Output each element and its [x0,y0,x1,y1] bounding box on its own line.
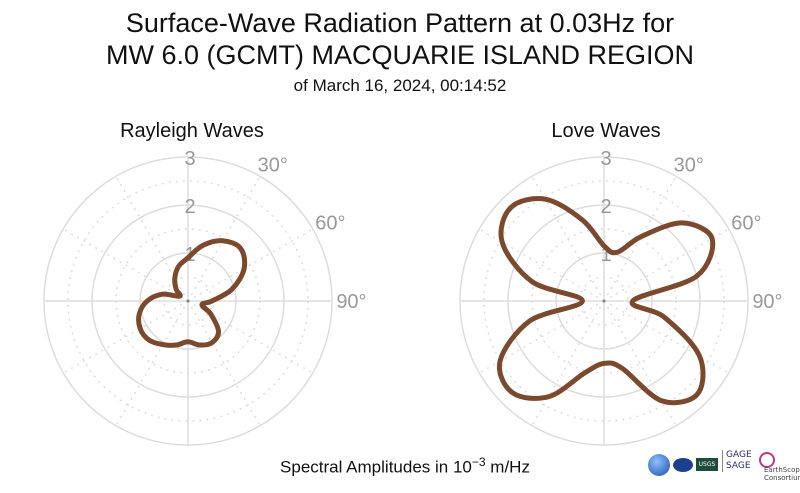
nasa-logo-icon [673,458,693,472]
footer-unit: m/Hz [485,457,530,477]
footer-prefix: Spectral Amplitudes in [280,457,453,477]
footer-base: 10 [452,457,472,477]
gage-label: GAGE [726,450,752,460]
love-polar-plot: 1 2 3 30° 60° 90° [459,148,783,446]
grid-spoke-minor [115,300,189,427]
origin-dot [602,299,606,303]
nsf-logo-icon [648,454,670,476]
grid-spoke-minor [531,300,605,427]
grid-spoke-minor [187,228,314,302]
angle-tick-label: 60° [315,212,345,234]
grid-spoke-minor [603,300,730,374]
grid-spoke-minor [187,300,261,427]
radiation-pattern-line [136,238,248,348]
grid-spoke-minor [187,300,314,374]
earthscope-consortium: Consortium [764,474,800,482]
footer-units: Spectral Amplitudes in 10−3 m/Hz [0,455,800,478]
grid-spoke-minor [62,228,189,302]
radial-tick-label: 2 [600,196,611,218]
grid-spoke-minor [603,300,677,427]
radial-tick-label: 2 [184,196,195,218]
radial-tick-label: 3 [184,148,195,170]
earthscope-label: EarthScope Consortium [764,466,800,482]
radial-tick-label: 3 [600,148,611,170]
love-panel-title: Love Waves [551,120,661,142]
rayleigh-polar-plot: 123 30°60°90° [43,148,367,446]
angle-tick-label: 30° [674,155,704,177]
footer-exponent: −3 [471,455,486,469]
chart-subtitle: of March 16, 2024, 00:14:52 [293,76,507,95]
rayleigh-panel-title: Rayleigh Waves [120,120,264,142]
angle-tick-label: 60° [731,212,761,234]
gage-sage-logo: GAGE SAGE [722,450,756,472]
chart-title-line2: MW 6.0 (GCMT) MACQUARIE ISLAND REGION [105,40,695,70]
earthscope-name: EarthScope [764,466,800,474]
angle-tick-label: 30° [258,155,288,177]
radiation-pattern-line [496,196,716,406]
angle-tick-label: 90° [752,291,782,313]
angle-tick-label: 90° [336,291,366,313]
usgs-logo-icon: USGS [696,458,718,471]
earthscope-logo-icon [759,452,775,468]
radial-tick-label: 1 [600,244,611,266]
sponsor-logos: USGS GAGE SAGE EarthScope Consortium [648,448,800,484]
sage-label: SAGE [726,461,751,471]
grid-spoke-minor [478,228,605,302]
chart-title-line1: Surface-Wave Radiation Pattern at 0.03Hz… [125,8,675,38]
grid-spoke-minor [62,300,189,374]
origin-dot [186,299,190,303]
